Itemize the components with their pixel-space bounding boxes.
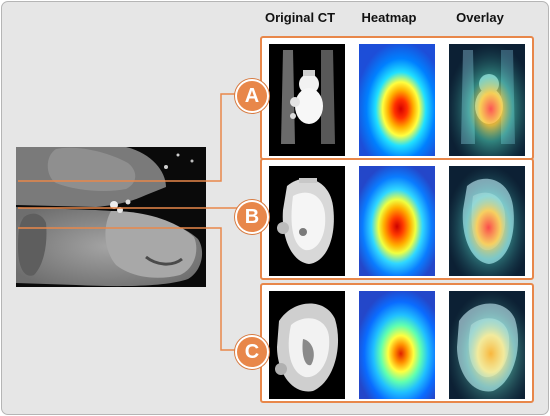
- main-ct-image: [16, 147, 206, 287]
- row-b-panel: [260, 158, 534, 280]
- header-original-ct: Original CT: [264, 10, 336, 25]
- row-c-heatmap: [359, 291, 435, 399]
- row-c-panel: [260, 283, 534, 403]
- row-b-badge: B: [235, 200, 269, 234]
- row-b-original-ct: [269, 166, 345, 276]
- row-b-overlay: [449, 166, 525, 276]
- row-c-overlay: [449, 291, 525, 399]
- row-a-heatmap: [359, 44, 435, 156]
- row-c-badge: C: [235, 335, 269, 369]
- row-a-overlay: [449, 44, 525, 156]
- row-a-panel: [260, 36, 534, 160]
- row-a-original-ct: [269, 44, 345, 156]
- row-b-heatmap: [359, 166, 435, 276]
- row-a-badge: A: [235, 79, 269, 113]
- row-c-original-ct: [269, 291, 345, 399]
- header-overlay: Overlay: [456, 10, 504, 25]
- header-heatmap: Heatmap: [361, 10, 417, 25]
